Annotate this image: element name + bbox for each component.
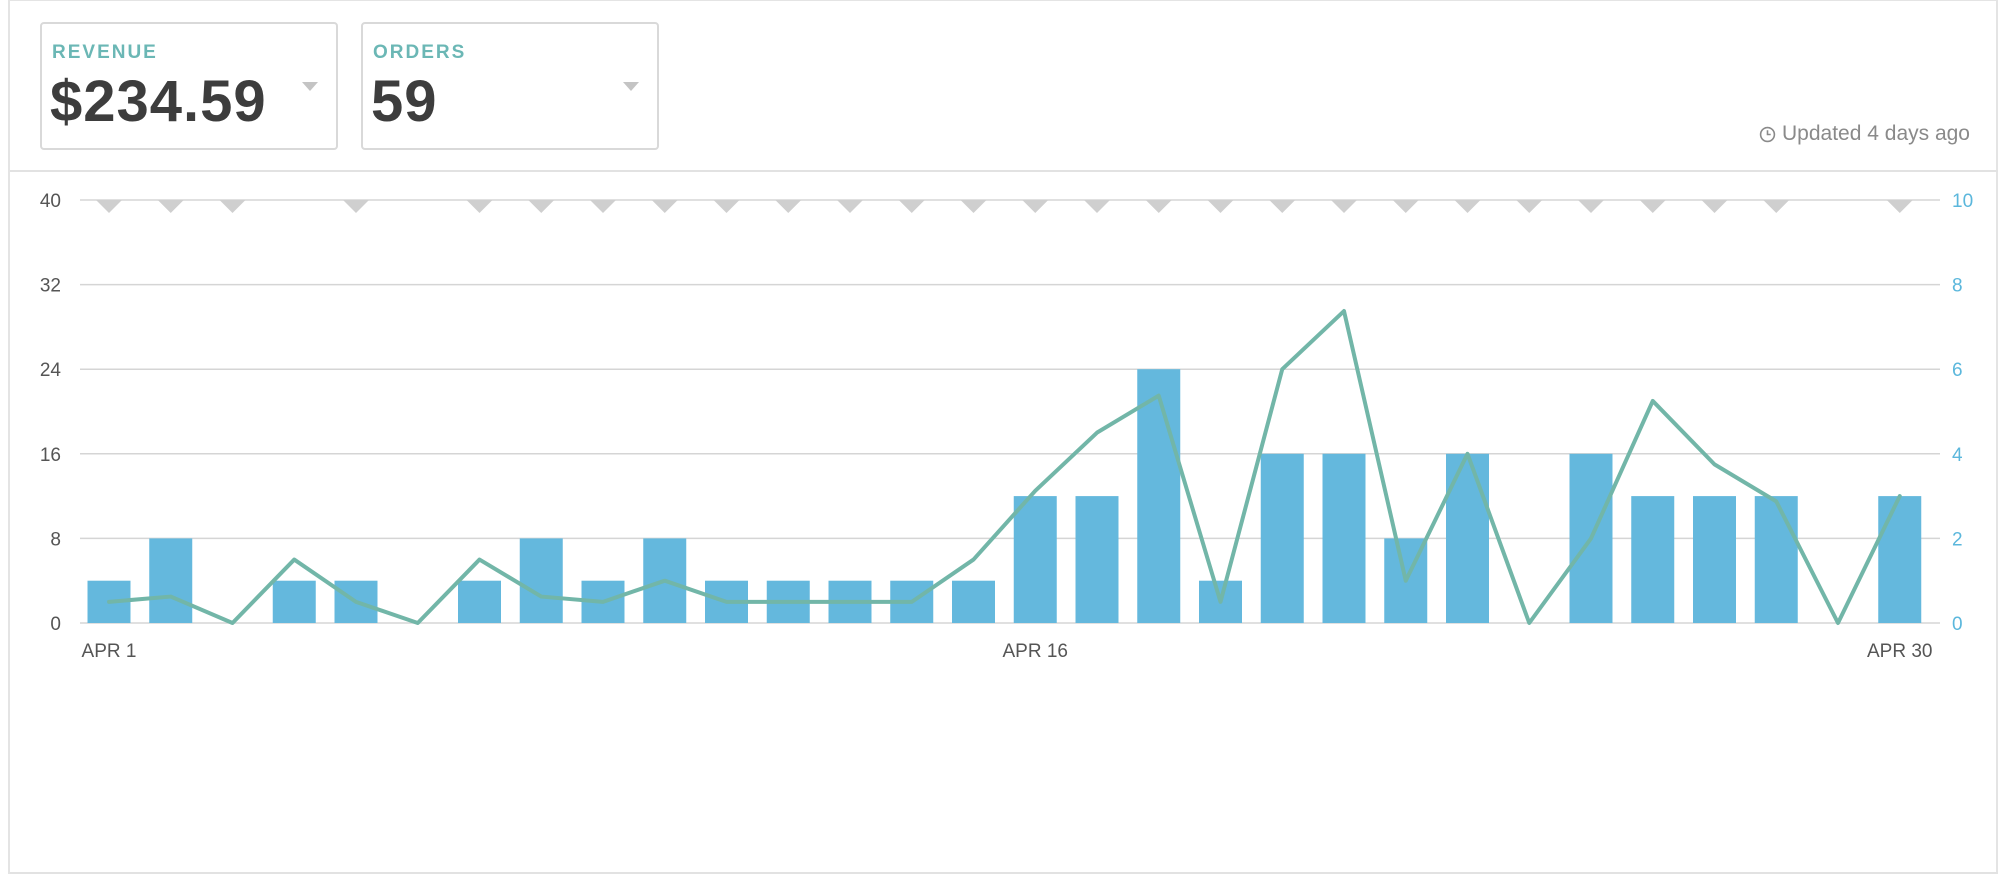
- x-tick-label: APR 30: [1867, 641, 1932, 662]
- revenue-value: $234.59: [50, 69, 267, 134]
- metrics-header: REVENUE $234.59 ORDERS 59 Updated 4 days…: [10, 0, 1998, 172]
- annotation-marker[interactable]: [466, 200, 493, 213]
- bar[interactable]: [1322, 453, 1366, 623]
- annotation-marker[interactable]: [713, 200, 740, 213]
- bar[interactable]: [1446, 453, 1489, 623]
- annotation-marker[interactable]: [528, 200, 555, 213]
- bar[interactable]: [1013, 496, 1057, 623]
- annotation-marker[interactable]: [651, 200, 678, 213]
- clock-icon: [1759, 126, 1776, 142]
- annotation-marker[interactable]: [775, 200, 802, 213]
- annotation-marker[interactable]: [960, 200, 987, 213]
- annotation-marker[interactable]: [1392, 200, 1419, 213]
- annotation-marker[interactable]: [1516, 200, 1543, 213]
- y-tick-label-right: 2: [1952, 529, 1963, 550]
- dashboard-panel: [8, 0, 1998, 874]
- y-tick-label-left: 32: [40, 276, 61, 297]
- orders-metric-card[interactable]: ORDERS 59: [361, 22, 659, 150]
- annotation-marker[interactable]: [1886, 200, 1913, 213]
- annotation-marker[interactable]: [1084, 200, 1110, 213]
- bar[interactable]: [1260, 453, 1304, 623]
- y-tick-label-right: 0: [1952, 614, 1963, 635]
- x-tick-label: APR 1: [82, 641, 137, 662]
- orders-label: ORDERS: [373, 42, 467, 63]
- bar[interactable]: [1137, 369, 1181, 623]
- y-tick-label-right: 10: [1952, 191, 1973, 212]
- chevron-down-icon[interactable]: [623, 82, 639, 91]
- annotation-marker[interactable]: [898, 200, 925, 213]
- y-tick-label-right: 4: [1952, 445, 1963, 466]
- annotation-marker[interactable]: [590, 200, 616, 213]
- updated-status: Updated 4 days ago: [1759, 122, 1970, 146]
- annotation-marker[interactable]: [1578, 200, 1604, 213]
- bar[interactable]: [952, 580, 995, 623]
- annotation-marker[interactable]: [1269, 200, 1296, 213]
- divider: [10, 872, 1998, 874]
- annotation-marker[interactable]: [96, 200, 122, 213]
- annotation-marker[interactable]: [343, 200, 369, 213]
- chevron-down-icon[interactable]: [302, 82, 318, 91]
- orders-value: 59: [371, 69, 438, 134]
- y-tick-label-left: 8: [50, 529, 61, 550]
- annotation-marker[interactable]: [1331, 200, 1357, 213]
- revenue-metric-card[interactable]: REVENUE $234.59: [40, 22, 338, 150]
- x-tick-label: APR 16: [1003, 641, 1068, 662]
- annotation-marker[interactable]: [1763, 200, 1790, 213]
- y-tick-label-left: 0: [50, 614, 61, 635]
- bar[interactable]: [1693, 496, 1736, 623]
- revenue-label: REVENUE: [52, 42, 158, 63]
- bar[interactable]: [519, 538, 563, 623]
- y-tick-label-left: 16: [40, 445, 61, 466]
- annotation-marker[interactable]: [1639, 200, 1666, 213]
- bar[interactable]: [458, 580, 501, 623]
- annotation-marker[interactable]: [1701, 200, 1728, 213]
- revenue-orders-chart: 0 0 8 2 16 4 24 6 32 8 40 10 APR 1 APR 16 APR 30: [0, 172, 2000, 876]
- chart-canvas: 0 0 8 2 16 4 24 6 32 8 40 10 APR 1 APR 16 APR 30: [40, 191, 1973, 662]
- y-tick-label-right: 8: [1952, 276, 1963, 297]
- bar[interactable]: [1754, 496, 1798, 623]
- revenue-line: [107, 309, 1902, 625]
- y-tick-label-left: 40: [40, 191, 61, 212]
- annotation-marker[interactable]: [157, 200, 184, 213]
- bar[interactable]: [149, 538, 193, 623]
- annotation-marker[interactable]: [219, 200, 246, 213]
- updated-text: Updated 4 days ago: [1782, 122, 1970, 145]
- bar[interactable]: [272, 580, 316, 623]
- annotation-marker[interactable]: [1145, 200, 1172, 213]
- annotation-marker[interactable]: [1454, 200, 1481, 213]
- annotation-marker[interactable]: [837, 200, 863, 213]
- annotation-marker[interactable]: [1207, 200, 1234, 213]
- bar[interactable]: [1631, 496, 1675, 623]
- y-tick-label-left: 24: [40, 360, 62, 381]
- annotation-marker[interactable]: [1022, 200, 1049, 213]
- bar[interactable]: [1878, 496, 1922, 623]
- y-tick-label-right: 6: [1952, 360, 1963, 381]
- bar[interactable]: [1075, 496, 1119, 623]
